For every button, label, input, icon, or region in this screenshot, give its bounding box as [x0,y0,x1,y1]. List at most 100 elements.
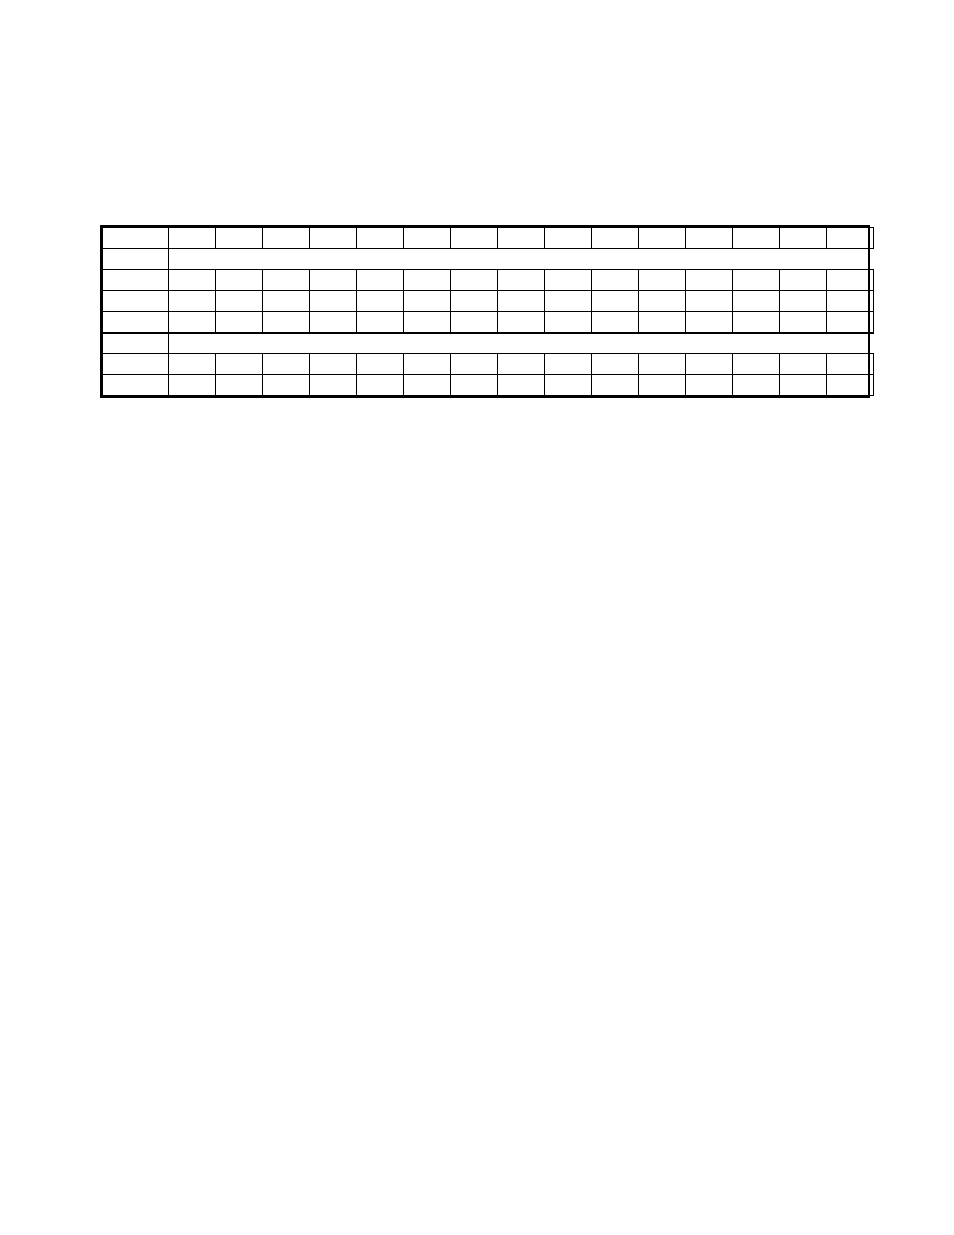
table-cell [263,270,310,291]
table-cell [169,375,216,396]
table-cell [103,354,169,375]
table-cell [733,228,780,249]
table-cell [733,270,780,291]
table-row [103,333,874,354]
table-cell [545,375,592,396]
table-cell [357,354,404,375]
table-cell [780,291,827,312]
table-cell [545,354,592,375]
table-cell [310,291,357,312]
table-cell [827,375,874,396]
table-cell [263,354,310,375]
table-cell [733,375,780,396]
table-cell [216,354,263,375]
table-cell [216,228,263,249]
table-body [103,228,874,396]
table-cell [498,228,545,249]
table-cell [103,375,169,396]
table-cell [404,270,451,291]
table-cell [639,375,686,396]
table-cell [592,270,639,291]
table-cell [310,228,357,249]
table-cell [310,270,357,291]
table-cell-merged [169,249,874,270]
table-cell [498,270,545,291]
table-cell [310,354,357,375]
table-cell [639,354,686,375]
grid-table [102,227,874,396]
table-cell [216,375,263,396]
table-cell [263,375,310,396]
table-cell [357,375,404,396]
table-cell [686,312,733,333]
page [0,0,954,1235]
table-cell [169,228,216,249]
table-cell [592,228,639,249]
table-cell [404,228,451,249]
table-cell-merged [169,333,874,354]
table-cell [827,291,874,312]
table-cell [103,291,169,312]
table-cell [263,291,310,312]
table-cell [404,375,451,396]
table-cell [216,291,263,312]
table-cell [310,312,357,333]
table-cell [263,312,310,333]
table-cell [780,270,827,291]
table-row [103,291,874,312]
table-cell [686,291,733,312]
table-row [103,375,874,396]
table-cell [357,228,404,249]
table-cell [780,312,827,333]
table-cell [404,354,451,375]
table-cell [592,375,639,396]
table-cell [639,291,686,312]
table-cell [498,375,545,396]
table-cell [357,270,404,291]
table-row [103,270,874,291]
table-cell [827,312,874,333]
table-cell [545,228,592,249]
table-row [103,354,874,375]
table-cell [357,312,404,333]
table-cell [498,312,545,333]
table-cell [733,312,780,333]
table-cell [592,354,639,375]
table-cell [545,291,592,312]
table-cell [686,270,733,291]
table-cell [451,312,498,333]
table-cell [733,291,780,312]
table-cell [103,270,169,291]
table-cell [103,333,169,354]
table-row [103,228,874,249]
table-cell [451,375,498,396]
table-cell [103,249,169,270]
table-cell [169,270,216,291]
table-cell [216,312,263,333]
table-cell [310,375,357,396]
table-cell [780,375,827,396]
table-cell [216,270,263,291]
table-cell [169,312,216,333]
table-cell [498,291,545,312]
table-cell [780,228,827,249]
table-cell [263,228,310,249]
table-cell [451,228,498,249]
table-cell [686,228,733,249]
table-cell [827,354,874,375]
table-cell [639,312,686,333]
table-cell [639,228,686,249]
table-cell [103,312,169,333]
table-cell [686,375,733,396]
table-cell [451,354,498,375]
table-cell [169,354,216,375]
table-cell [592,312,639,333]
table-cell [545,312,592,333]
table-row [103,312,874,333]
table-cell [733,354,780,375]
table-cell [498,354,545,375]
table-cell [686,354,733,375]
table-cell [592,291,639,312]
table-cell [404,291,451,312]
table-cell [404,312,451,333]
